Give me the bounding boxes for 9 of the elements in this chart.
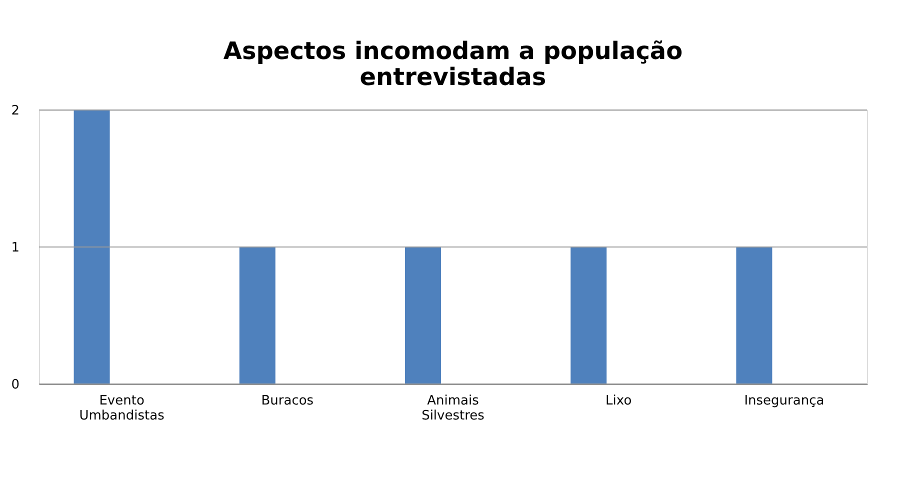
x-tick-label: Animais Silvestres — [422, 394, 485, 424]
x-tick-label: Evento Umbandistas — [79, 394, 165, 424]
chart-title: Aspectos incomodam a população entrevistadas — [223, 37, 683, 91]
y-tick-label: 1 — [11, 240, 20, 256]
x-tick-label: Insegurança — [744, 394, 824, 408]
y-tick-label: 0 — [11, 378, 20, 392]
y-tick-label: 2 — [11, 104, 20, 118]
x-tick-label: Buracos — [261, 394, 314, 408]
x-tick-label: Lixo — [606, 394, 632, 408]
